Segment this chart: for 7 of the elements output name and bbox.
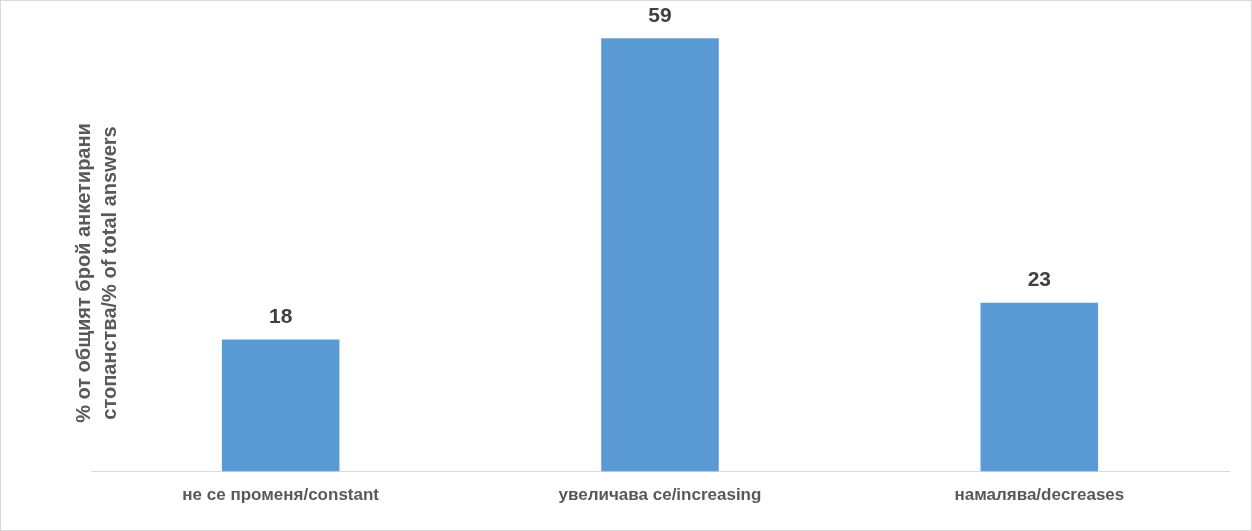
y-axis-title: % от общият брой анкетирани стопанства/% of total answers	[71, 122, 121, 425]
data-label: 23	[1027, 267, 1052, 290]
data-label: 59	[648, 2, 672, 26]
x-tick-label: намалява/decreases	[954, 485, 1125, 505]
data-label: 18	[268, 303, 293, 327]
x-tick-label: увеличава се/increasing	[558, 485, 762, 505]
x-tick-label: не се променя/constant	[182, 485, 380, 505]
